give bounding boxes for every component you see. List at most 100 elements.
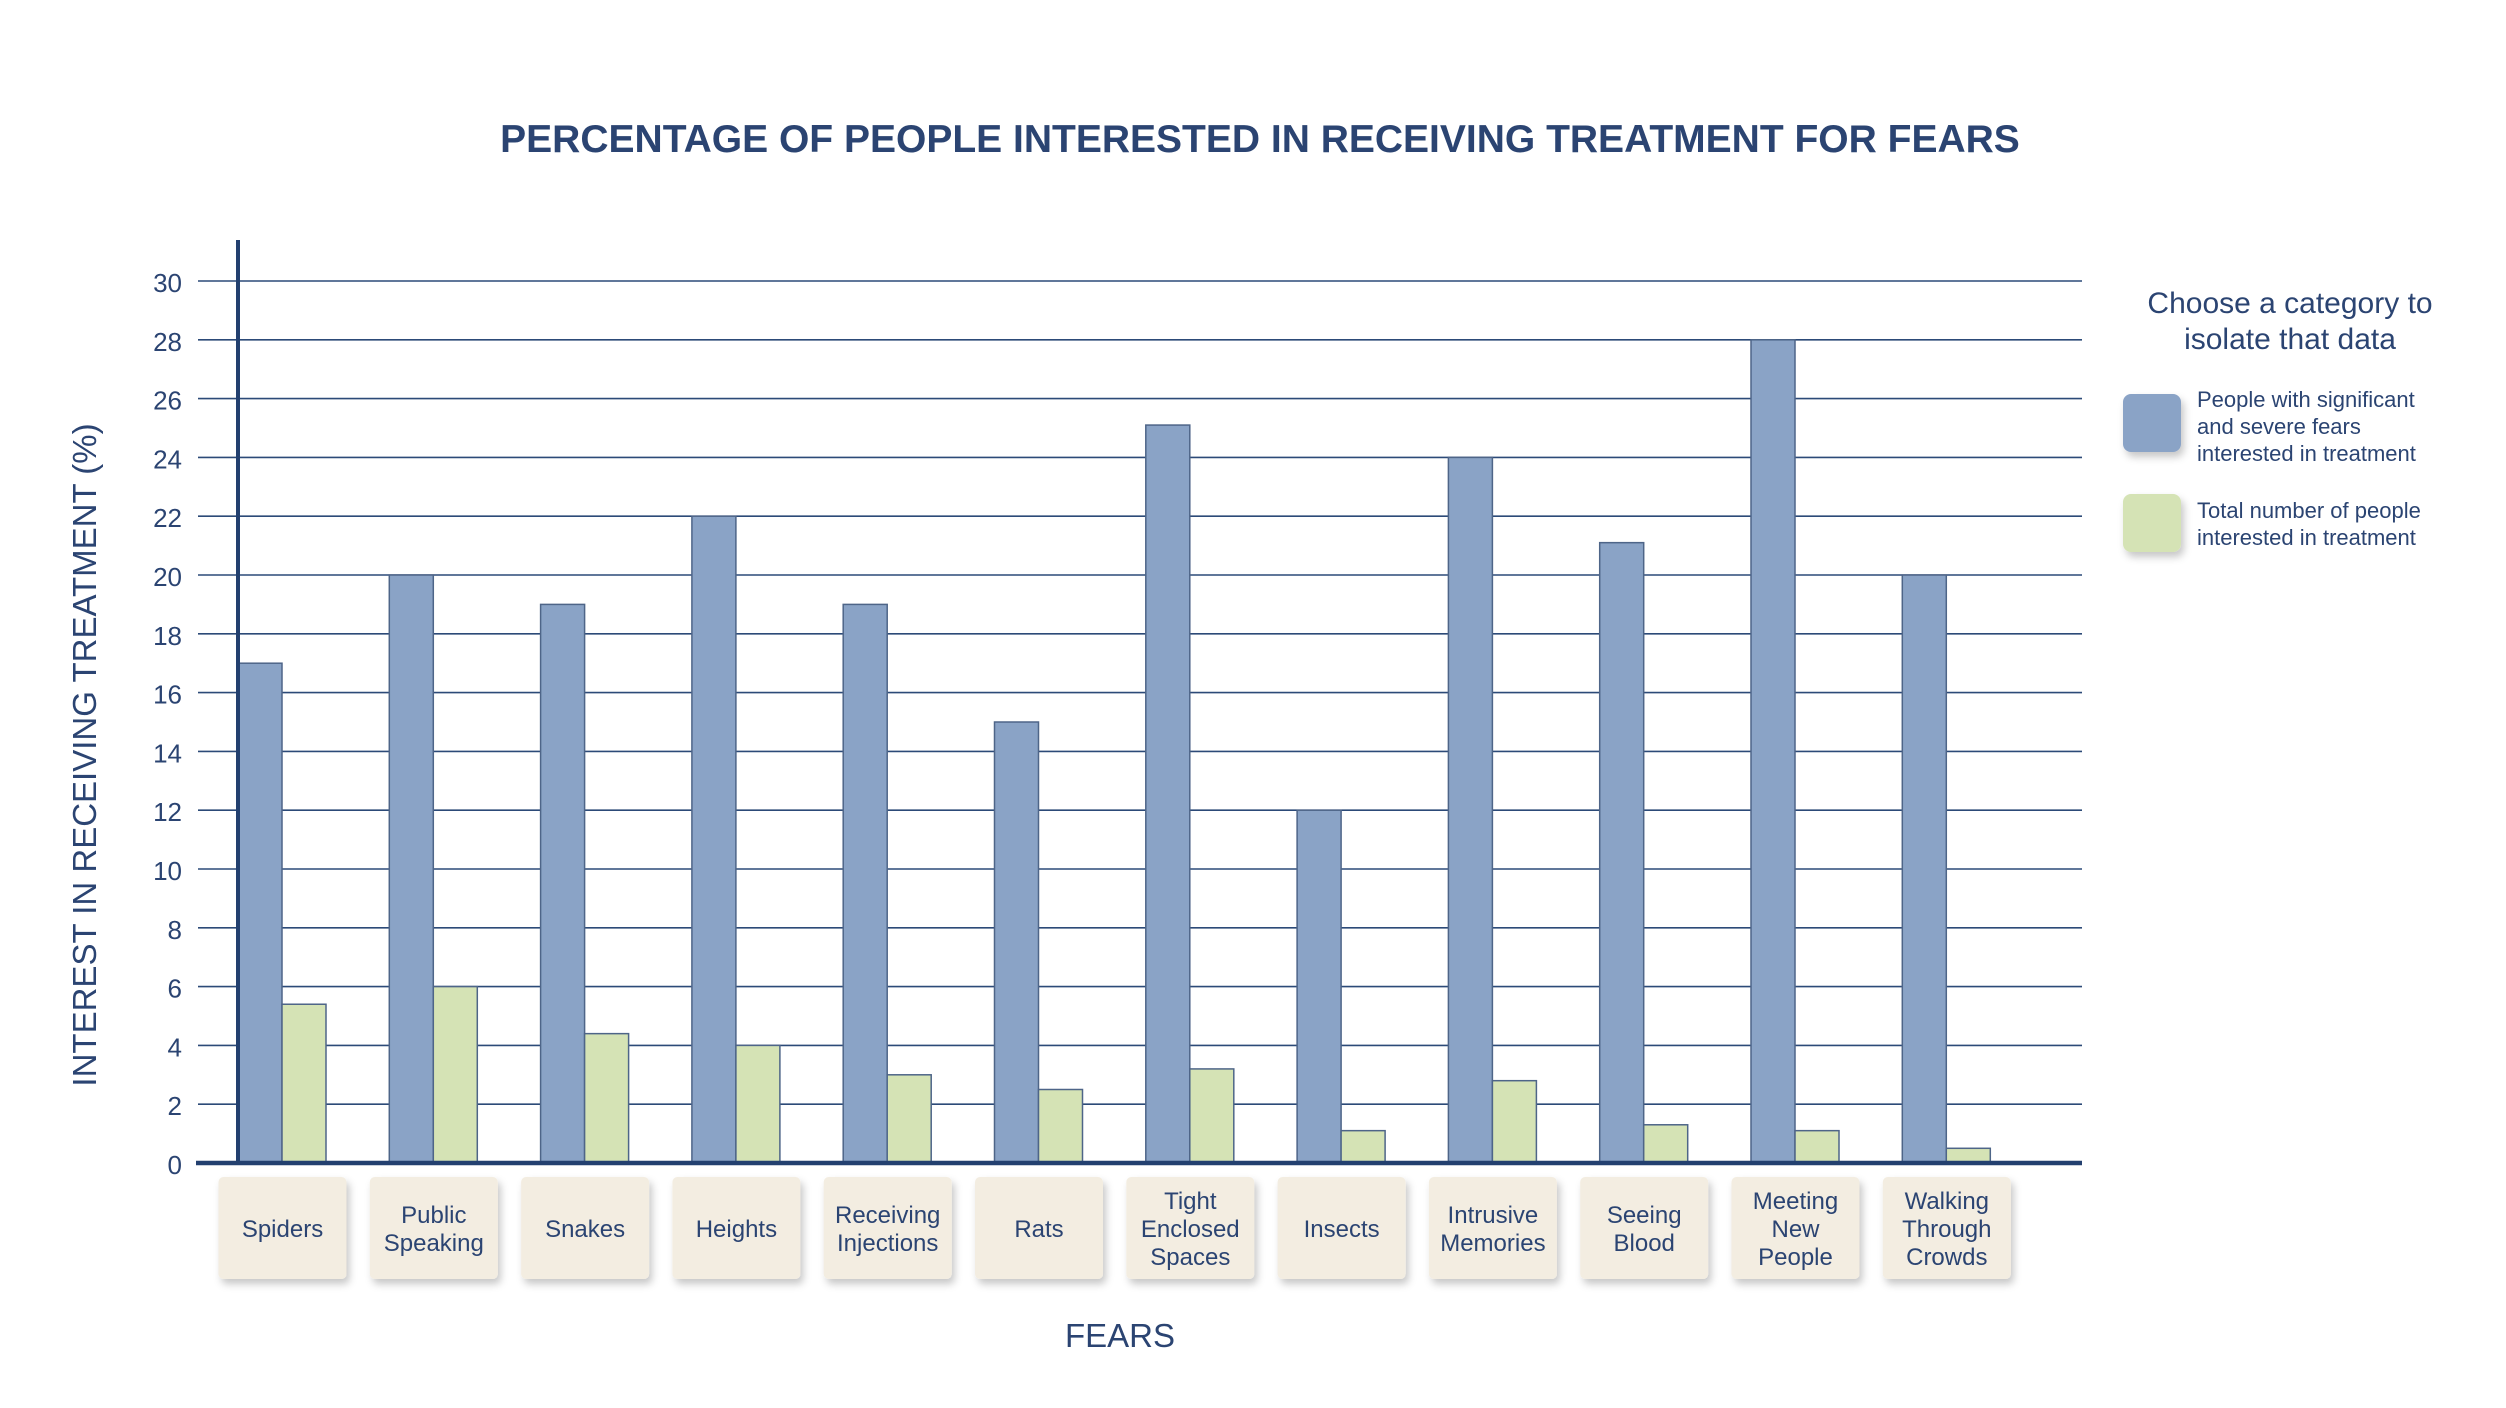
bar-severe-fears <box>1296 809 1342 1164</box>
category-label: Speaking <box>384 1230 484 1257</box>
bar-total-people <box>886 1074 932 1164</box>
legend-label: interested in treatment <box>2197 525 2416 550</box>
category-label: Spiders <box>242 1216 323 1243</box>
y-tick-label: 18 <box>153 621 182 651</box>
bar-severe-fears <box>237 662 283 1164</box>
bar-severe-fears <box>1145 424 1191 1164</box>
y-tick-label: 12 <box>153 797 182 827</box>
bar-severe-fears <box>1598 541 1645 1164</box>
category-button[interactable]: Rats <box>975 1177 1103 1279</box>
legend-heading: isolate that data <box>2184 323 2396 356</box>
category-label: Seeing <box>1607 1202 1682 1229</box>
bars <box>237 339 1992 1164</box>
gridlines <box>198 280 2082 1105</box>
bar-severe-fears <box>539 603 586 1164</box>
category-button-bg <box>1126 1177 1255 1279</box>
y-tick-label: 22 <box>153 503 182 533</box>
category-label: Tight <box>1164 1188 1217 1215</box>
y-tick-label: 14 <box>153 738 182 768</box>
bar-total-people <box>1491 1079 1538 1164</box>
bar-severe-fears <box>1447 456 1494 1164</box>
category-label: Public <box>401 1202 466 1229</box>
bar-total-people <box>1037 1088 1084 1164</box>
y-tick-label: 4 <box>168 1032 182 1062</box>
legend-label: People with significant <box>2197 387 2415 412</box>
legend-swatch <box>2123 394 2181 452</box>
y-tick-label: 30 <box>153 268 182 298</box>
category-button-bg <box>672 1177 801 1279</box>
bar-total-people <box>1189 1068 1235 1164</box>
legend-heading: Choose a category to <box>2147 287 2432 320</box>
category-label: Spaces <box>1150 1244 1230 1271</box>
category-button-bg <box>1731 1177 1860 1279</box>
category-label: Snakes <box>545 1216 625 1243</box>
bar-severe-fears <box>993 721 1040 1164</box>
category-button[interactable]: Snakes <box>521 1177 650 1279</box>
category-label: Walking <box>1905 1188 1989 1215</box>
category-button-bg <box>369 1177 498 1279</box>
bar-severe-fears <box>1901 574 1948 1164</box>
category-label: Intrusive <box>1448 1202 1539 1229</box>
bar-total-people <box>583 1032 630 1164</box>
category-button[interactable]: Heights <box>672 1177 801 1279</box>
y-tick-label: 24 <box>153 444 182 474</box>
legend-swatch <box>2123 494 2181 552</box>
category-label: Memories <box>1440 1230 1545 1257</box>
category-button[interactable]: Spiders <box>218 1177 347 1279</box>
category-label: New <box>1771 1216 1820 1243</box>
legend-label: Total number of people <box>2197 498 2421 523</box>
category-button-bg <box>521 1177 650 1279</box>
bar-severe-fears <box>388 574 435 1164</box>
category-label: Enclosed <box>1141 1216 1240 1243</box>
legend-label: interested in treatment <box>2197 441 2416 466</box>
y-tick-label: 10 <box>153 856 182 886</box>
category-label: Blood <box>1614 1230 1675 1257</box>
y-tick-label: 8 <box>168 915 182 945</box>
chart-title: PERCENTAGE OF PEOPLE INTERESTED IN RECEI… <box>500 118 2020 161</box>
category-label: Rats <box>1014 1216 1063 1243</box>
bar-severe-fears <box>1750 339 1796 1164</box>
category-button[interactable]: Insects <box>1277 1177 1406 1279</box>
x-axis-label: FEARS <box>1065 1317 1175 1354</box>
y-tick-label: 28 <box>153 327 182 357</box>
axes <box>196 240 2082 1166</box>
bar-severe-fears <box>691 515 737 1164</box>
bar-total-people <box>281 1003 327 1164</box>
y-tick-label: 26 <box>153 386 182 416</box>
y-tick-label: 2 <box>168 1091 182 1121</box>
bar-total-people <box>1642 1124 1689 1164</box>
category-button-bg <box>1277 1177 1406 1279</box>
bar-total-people <box>735 1044 781 1164</box>
category-button-bg <box>218 1177 347 1279</box>
bar-severe-fears <box>842 603 888 1164</box>
bar-total-people <box>1340 1129 1386 1164</box>
y-tick-label: 16 <box>153 680 182 710</box>
category-button-bg <box>1428 1177 1557 1279</box>
category-label: People <box>1758 1244 1833 1271</box>
category-label: Receiving <box>835 1202 940 1229</box>
category-button-bg <box>1580 1177 1709 1279</box>
category-label: Heights <box>696 1216 777 1243</box>
category-label: Meeting <box>1753 1188 1838 1215</box>
category-button-bg <box>1882 1177 2011 1279</box>
bar-total-people <box>432 985 479 1164</box>
category-button-bg <box>975 1177 1103 1279</box>
bar-total-people <box>1794 1129 1840 1164</box>
legend-label: and severe fears <box>2197 414 2361 439</box>
category-label: Insects <box>1304 1216 1380 1243</box>
category-label: Through <box>1902 1216 1991 1243</box>
category-label: Crowds <box>1906 1244 1987 1271</box>
